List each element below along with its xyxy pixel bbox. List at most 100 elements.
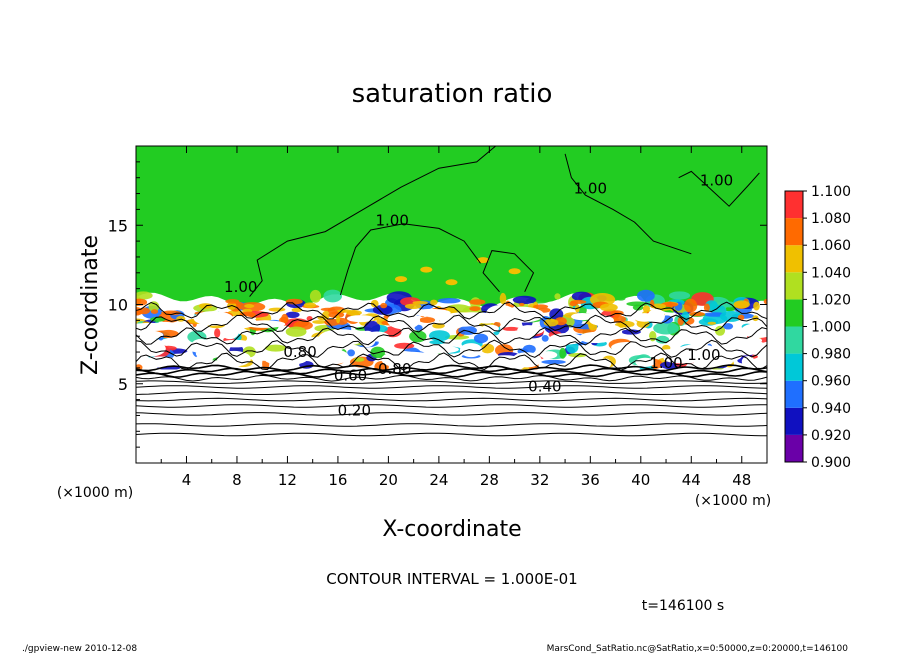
band-contour-line [136,314,767,333]
high-saturation-patch [667,301,673,307]
high-saturation-patch [569,301,578,307]
supersaturation-patch [265,344,287,352]
x-tick-label: 48 [732,471,751,489]
footer-left: ./gpview-new 2010-12-08 [22,644,137,654]
high-saturation-patch [291,307,303,313]
x-tick-label: 44 [682,471,701,489]
contour-value-label: 1.00 [649,354,682,372]
upper-contour-line [482,250,535,293]
supersaturation-patch [323,289,343,303]
subsaturated-pocket [318,349,349,365]
colorbar-swatch [785,218,803,246]
colorbar-level-label: 0.940 [811,401,851,417]
high-saturation-patch [733,300,750,309]
supersaturation-patch [309,289,322,303]
subsaturated-pocket [633,313,656,322]
colorbar-level-label: 1.100 [811,184,851,200]
high-saturation-patch [419,317,436,323]
subsaturated-pocket [220,324,239,340]
high-saturation-patch [600,303,618,312]
x-tick-label: 32 [530,471,549,489]
supersaturation-patch [499,292,507,305]
subsaturated-pocket [741,356,755,367]
x-axis-label: X-coordinate [382,517,521,542]
supersaturation-patch [512,295,537,304]
x-tick-label: 4 [182,471,192,489]
subsaturated-pocket [193,311,234,326]
high-saturation-patch [303,302,317,309]
supersaturation-patch [136,291,153,300]
y-tick-label: 5 [118,375,128,394]
colorbar-level-label: 0.960 [811,374,851,390]
subsaturated-pocket [257,351,271,361]
high-saturation-patch [469,306,481,312]
x-tick-label: 8 [232,471,242,489]
colorbar-swatch [785,326,803,354]
colorbar-level-label: 1.080 [811,211,851,227]
supersaturation-patch [637,289,655,302]
colorbar-swatch [785,407,803,435]
supersaturation-patch [473,333,489,344]
supersaturation-patch [559,347,567,359]
contour-line [136,397,767,402]
colorbar-level-label: 0.900 [811,455,851,471]
subsaturated-pocket [364,331,390,342]
high-saturation-patch [336,315,341,324]
band-contour-line [136,301,767,320]
subsaturated-pocket [693,354,734,368]
high-saturation-patch [380,302,388,309]
colorbar-level-label: 1.040 [811,265,851,281]
subsaturated-pocket [142,356,180,368]
contour-value-label: 1.00 [574,180,607,198]
y-axis: 5 10 15 [108,161,767,448]
colorbar-level-label: 0.920 [811,428,851,444]
saturated-region [136,146,767,313]
supersaturation-patch [414,324,423,331]
colorbar-swatch [785,299,803,327]
supersaturation-patch [372,305,393,315]
y-axis-label: Z-coordinate [78,235,103,375]
upper-patch [508,268,521,275]
subsaturated-pocket [741,323,767,338]
supersaturation-patch [698,318,719,326]
contour-value-label: 0.80 [378,360,411,378]
subsaturated-pocket [381,351,423,368]
upper-patch [477,257,490,264]
high-saturation-patch [412,301,428,305]
contour-line [136,370,767,378]
high-saturation-patch [469,299,486,305]
high-saturation-patch [328,311,345,319]
band-contour-line [136,352,767,371]
x-tick-label: 12 [278,471,297,489]
high-saturation-patch [324,318,341,326]
supersaturation-patch [554,293,561,300]
upper-contour-line [339,223,481,296]
plot-field: 1.00 1.00 1.00 1.00 0.60 0.80 0.40 0.20 1.00 1.00… [136,146,767,463]
supersaturation-patch [150,316,166,322]
supersaturation-patch [541,359,566,365]
supersaturation-patch [719,310,743,322]
supersaturation-patch [480,343,495,354]
supersaturation-patch [655,335,670,344]
subsaturated-pocket [589,315,615,326]
high-saturation-patch [650,299,655,308]
high-saturation-patch [519,302,525,307]
x-tick-label: 28 [480,471,499,489]
high-saturation-patch [763,298,767,305]
x-tick-label: 20 [379,471,398,489]
subsaturated-pocket [346,315,375,323]
high-saturation-patch [137,307,150,315]
subsaturated-lower-region [136,369,767,463]
supersaturation-patch [714,325,726,336]
y-tick-label: 10 [108,296,128,315]
colorbar-swatch [785,272,803,300]
subsaturated-pocket [220,339,251,348]
contour-line [136,374,767,382]
high-saturation-patch [320,307,336,312]
supersaturation-patch [347,349,355,357]
supersaturation-patch [285,326,307,337]
supersaturation-patch [214,328,221,338]
high-saturation-patch [404,303,422,309]
contour-line [136,432,767,437]
high-saturation-patch [611,315,627,323]
